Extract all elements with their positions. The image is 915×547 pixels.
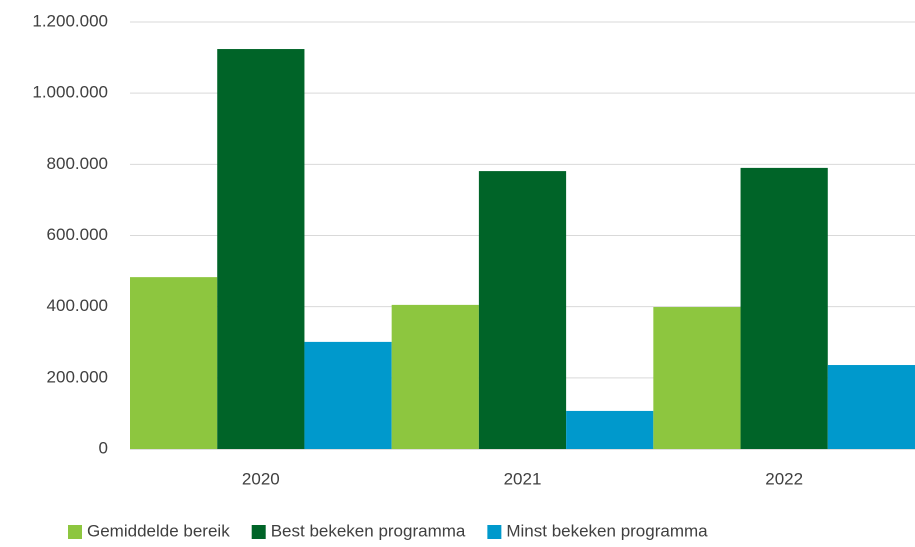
bar [304, 341, 392, 449]
x-tick-label: 2020 [242, 469, 280, 488]
x-tick-label: 2022 [765, 469, 803, 488]
bar [391, 304, 479, 449]
bar [827, 365, 915, 449]
y-tick-label: 1.000.000 [32, 83, 108, 102]
y-tick-label: 200.000 [47, 367, 108, 386]
y-tick-label: 600.000 [47, 225, 108, 244]
legend-swatch [251, 525, 266, 539]
bar [478, 171, 567, 449]
y-tick-label: 1.200.000 [32, 11, 108, 30]
bar [130, 277, 218, 449]
bar [653, 307, 741, 449]
bar [740, 167, 828, 449]
legend-label: Best bekeken programma [271, 521, 466, 540]
y-tick-label: 400.000 [47, 296, 108, 315]
y-tick-label: 800.000 [47, 154, 108, 173]
legend-swatch [487, 525, 502, 539]
legend-label: Minst bekeken programma [506, 521, 708, 540]
y-tick-label: 0 [99, 438, 108, 457]
bar [566, 410, 654, 449]
bar [217, 49, 305, 449]
x-tick-label: 2021 [504, 469, 542, 488]
legend-swatch [68, 525, 82, 539]
legend-label: Gemiddelde bereik [87, 521, 230, 540]
